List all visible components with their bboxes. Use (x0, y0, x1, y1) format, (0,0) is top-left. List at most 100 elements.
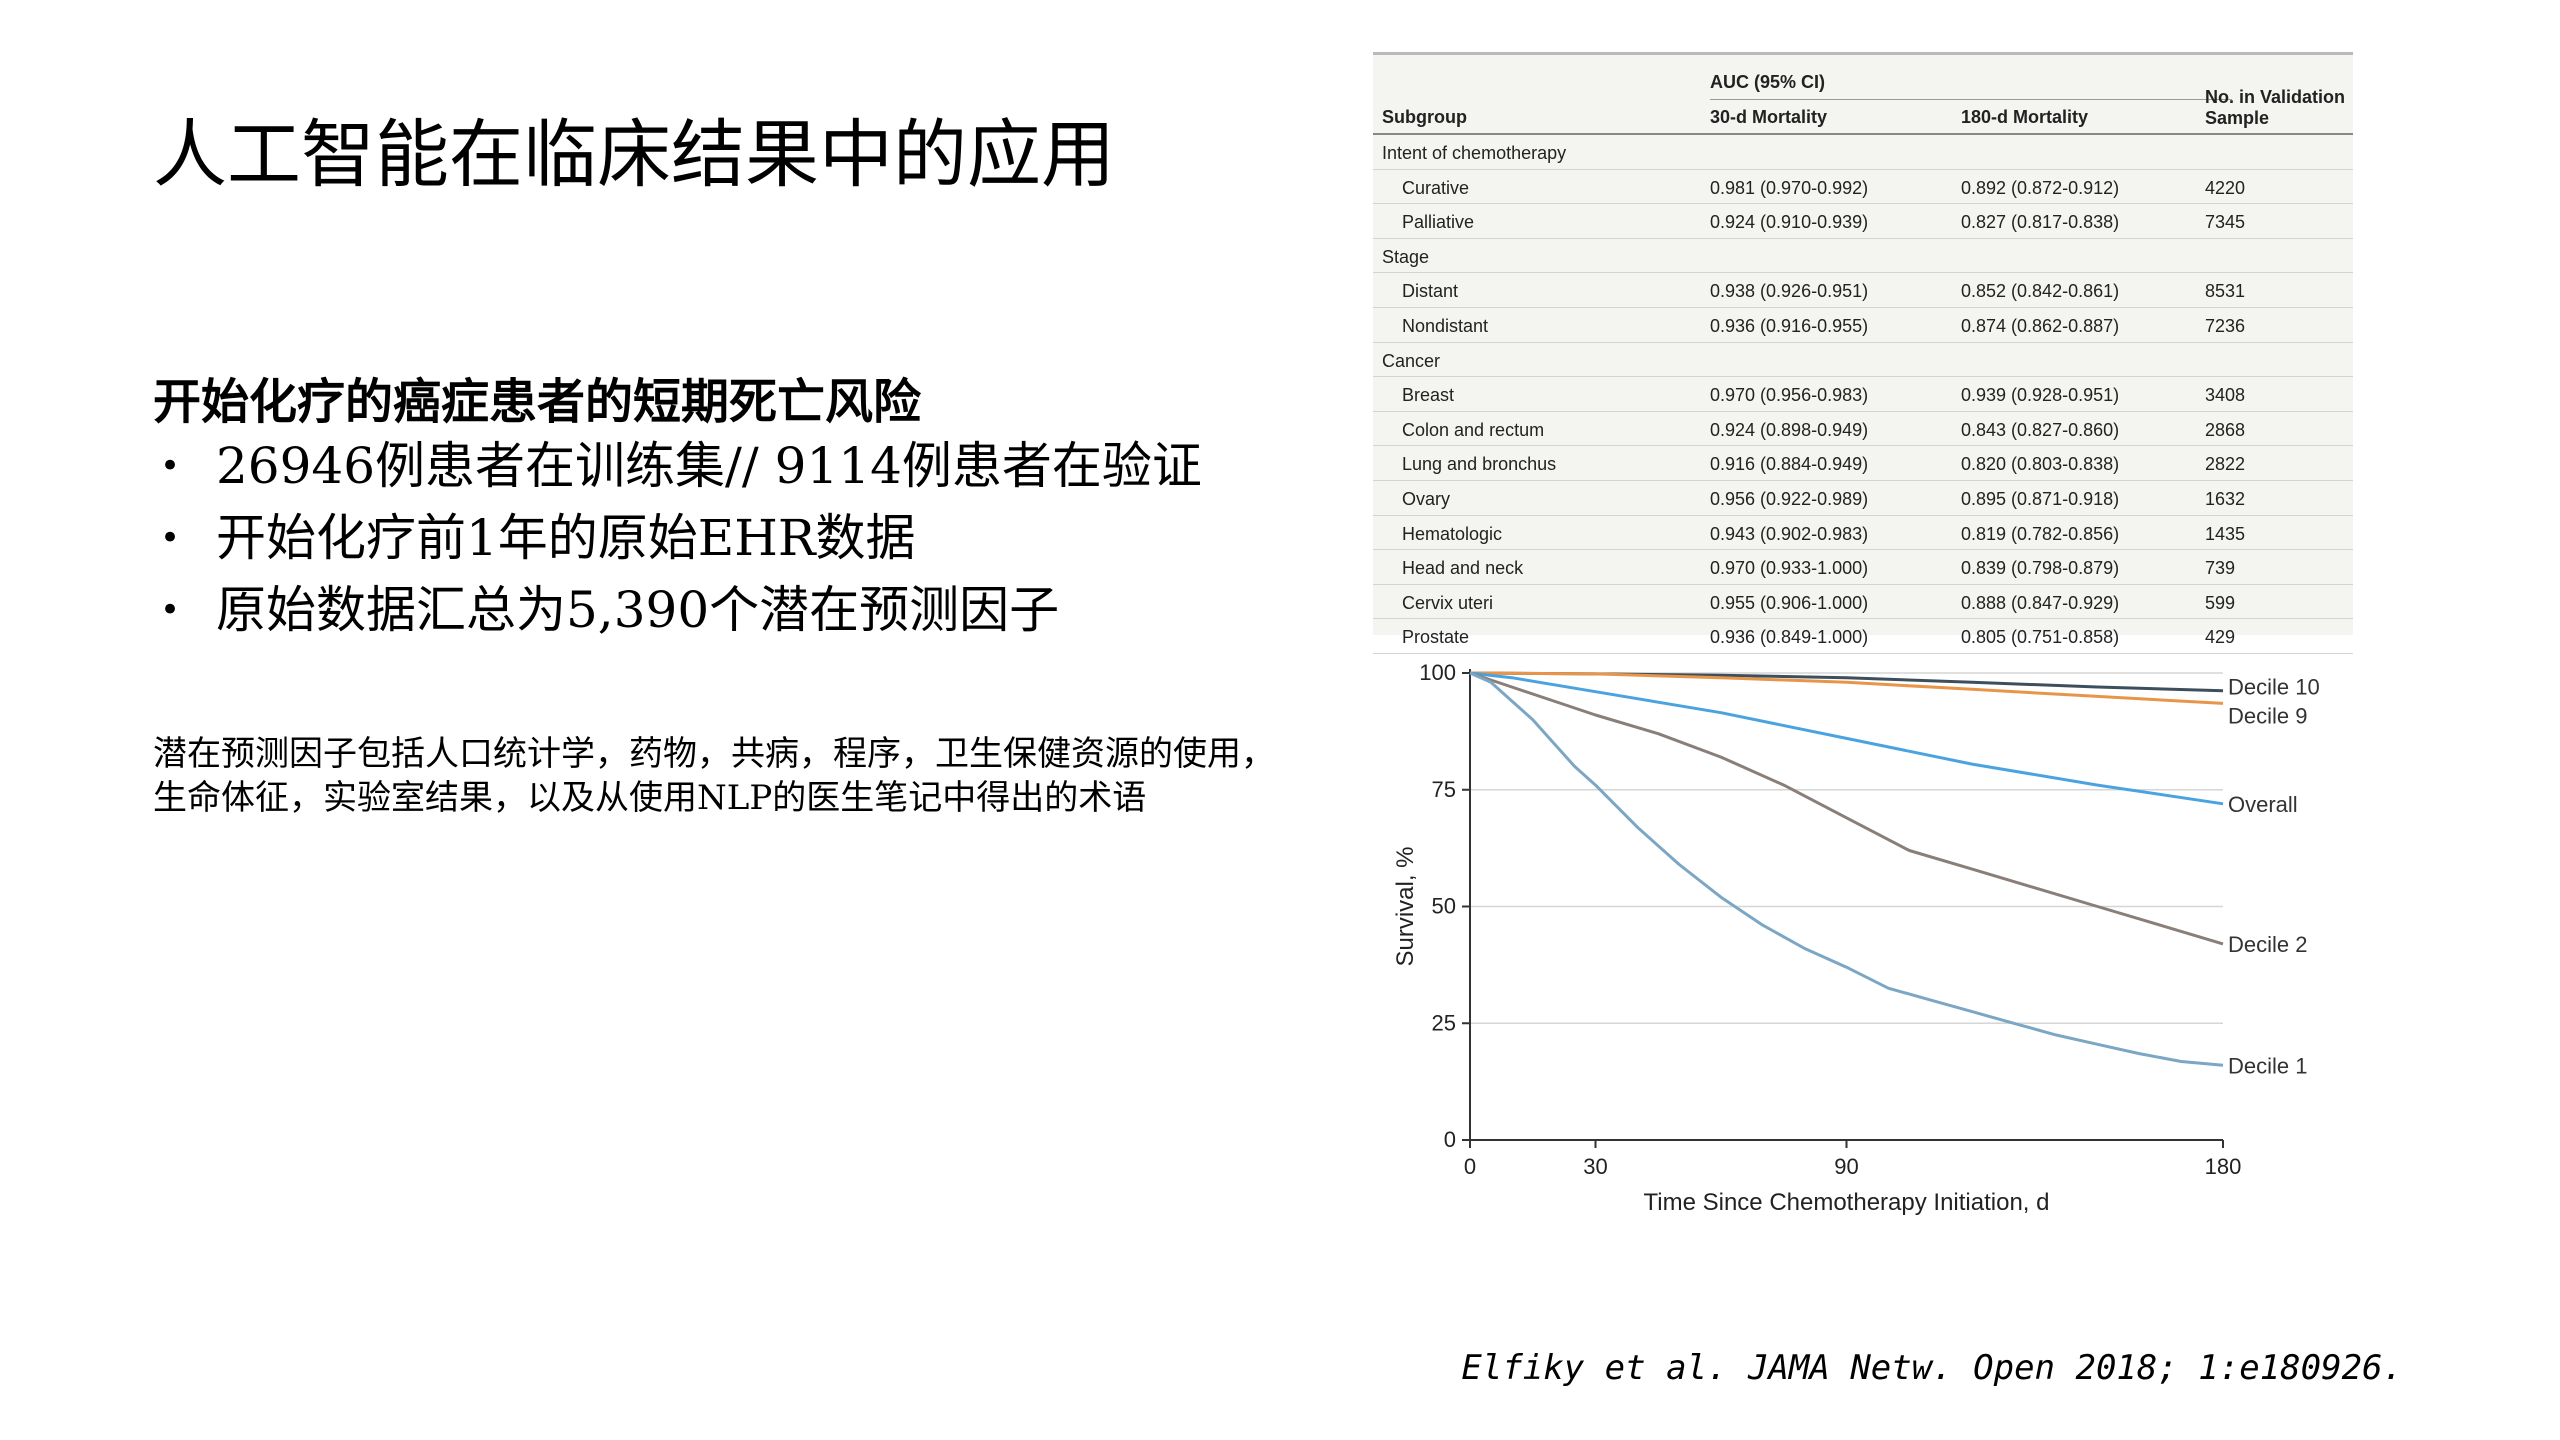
validation-count-cell: 3408 (2205, 385, 2246, 406)
table-category-row: Cancer (1373, 343, 2353, 378)
bullet-marker: • (160, 590, 181, 630)
slide-title: 人工智能在临床结果中的应用 (153, 112, 1115, 198)
auc-180d-cell: 0.888 (0.847-0.929) (1961, 592, 2120, 613)
validation-count-cell: 429 (2205, 627, 2236, 648)
y-axis-label: Survival, % (1392, 846, 1419, 966)
subgroup-cell: Palliative (1402, 212, 1475, 233)
x-axis-label: Time Since Chemotherapy Initiation, d (1644, 1189, 2050, 1216)
header-subgroup: Subgroup (1382, 107, 1467, 127)
auc-30d-cell: 0.936 (0.916-0.955) (1710, 315, 1869, 336)
auc-180d-cell: 0.892 (0.872-0.912) (1961, 177, 2120, 198)
auc-30d-cell: 0.970 (0.933-1.000) (1710, 558, 1869, 579)
y-tick-label: 25 (1432, 1010, 1456, 1035)
citation: Elfiky et al. JAMA Netw. Open 2018; 1:e1… (1461, 1348, 2403, 1388)
subgroup-cell: Prostate (1402, 627, 1470, 648)
bullet-item: • 26946例患者在训练集// 9114例患者在验证 (160, 430, 1202, 502)
slide-subheading: 开始化疗的癌症患者的短期死亡风险 (153, 374, 922, 430)
series-line-decile-2 (1469, 671, 2224, 946)
series-label: Decile 1 (2228, 1053, 2307, 1078)
auc-30d-cell: 0.924 (0.898-0.949) (1710, 419, 1869, 440)
auc-180d-cell: 0.939 (0.928-0.951) (1961, 385, 2120, 406)
auc-30d-cell: 0.916 (0.884-0.949) (1710, 454, 1869, 475)
table-row: Cervix uteri 0.955 (0.906-1.000) 0.888 (0.… (1373, 585, 2353, 620)
validation-count-cell: 4220 (2205, 177, 2246, 198)
auc-180d-cell: 0.843 (0.827-0.860) (1961, 419, 2120, 440)
group-header-rule (1710, 99, 2232, 100)
subgroup-cell: Breast (1402, 385, 1455, 406)
table-header: AUC (95% CI) Subgroup 30-d Mortality 180… (1373, 55, 2353, 135)
table-row: Hematologic 0.943 (0.902-0.983) 0.819 (0.7… (1373, 516, 2353, 551)
subgroup-cell: Colon and rectum (1402, 419, 1545, 440)
series-label: Decile 9 (2228, 703, 2307, 728)
series-label: Decile 2 (2228, 932, 2307, 957)
bullet-marker: • (160, 446, 181, 486)
bullet-marker: • (160, 518, 181, 558)
auc-180d-cell: 0.819 (0.782-0.856) (1961, 523, 2120, 544)
table-row: Nondistant 0.936 (0.916-0.955) 0.874 (0.86… (1373, 308, 2353, 343)
table-row: Lung and bronchus 0.916 (0.884-0.949) 0.82… (1373, 446, 2353, 481)
x-tick-label: 90 (1834, 1154, 1858, 1179)
auc-30d-cell: 0.938 (0.926-0.951) (1710, 281, 1869, 302)
series-line-decile-9 (1469, 671, 2224, 705)
auc-30d-cell: 0.981 (0.970-0.992) (1710, 177, 1869, 198)
header-validation-count: No. in Validation Sample (2205, 87, 2346, 128)
auc-group-header: AUC (95% CI) (1710, 72, 1826, 92)
table-category-row: Stage (1373, 239, 2353, 274)
header-180d-mortality: 180-d Mortality (1961, 107, 2089, 127)
auc-180d-cell: 0.895 (0.871-0.918) (1961, 488, 2120, 509)
subgroup-cell: Curative (1402, 177, 1470, 198)
validation-count-cell: 1435 (2205, 523, 2246, 544)
table-row: Head and neck 0.970 (0.933-1.000) 0.839 (0… (1373, 550, 2353, 585)
y-tick-label: 100 (1419, 660, 1456, 685)
y-tick-label: 75 (1432, 777, 1456, 802)
subgroup-cell: Nondistant (1402, 315, 1489, 336)
subgroup-cell: Cervix uteri (1402, 592, 1494, 613)
bullet-text: 原始数据汇总为5,390个潜在预测因子 (216, 581, 1060, 639)
x-tick-label: 0 (1464, 1154, 1476, 1179)
table-row: Curative 0.981 (0.970-0.992) 0.892 (0.872-… (1373, 170, 2353, 205)
survival-chart: 0 25 50 75 100 0 30 90 180 Time Since Chemotherap… (1392, 660, 2320, 1216)
category-label: Stage (1382, 246, 1430, 267)
predictor-note: 潜在预测因子包括人口统计学，药物，共病，程序，卫生保健资源的使用，生命体征，实验… (153, 734, 1275, 818)
bullet-item: • 原始数据汇总为5,390个潜在预测因子 (160, 574, 1202, 646)
validation-count-cell: 7345 (2205, 212, 2246, 233)
validation-count-cell: 739 (2205, 558, 2236, 579)
series-label: Overall (2228, 792, 2298, 817)
x-tick-label: 180 (2205, 1154, 2242, 1179)
table-row: Prostate 0.936 (0.849-1.000) 0.805 (0.751-… (1373, 619, 2353, 654)
auc-180d-cell: 0.852 (0.842-0.861) (1961, 281, 2120, 302)
auc-180d-cell: 0.839 (0.798-0.879) (1961, 558, 2120, 579)
validation-count-cell: 2868 (2205, 419, 2246, 440)
subgroup-cell: Lung and bronchus (1402, 454, 1557, 475)
y-tick-label: 50 (1432, 894, 1456, 919)
auc-30d-cell: 0.924 (0.910-0.939) (1710, 212, 1869, 233)
series-line-overall (1469, 671, 2224, 806)
validation-count-cell: 7236 (2205, 315, 2246, 336)
auc-180d-cell: 0.805 (0.751-0.858) (1961, 627, 2120, 648)
validation-count-cell: 599 (2205, 592, 2236, 613)
auc-180d-cell: 0.820 (0.803-0.838) (1961, 454, 2120, 475)
subgroup-cell: Distant (1402, 281, 1459, 302)
validation-count-cell: 1632 (2205, 488, 2246, 509)
auc-180d-cell: 0.874 (0.862-0.887) (1961, 315, 2120, 336)
table-row: Breast 0.970 (0.956-0.983) 0.939 (0.928-0.… (1373, 377, 2353, 412)
validation-count-cell: 2822 (2205, 454, 2246, 475)
table-body: Intent of chemotherapy Curative 0.981 (0.9… (1373, 135, 2353, 654)
auc-180d-cell: 0.827 (0.817-0.838) (1961, 212, 2120, 233)
header-30d-mortality: 30-d Mortality (1710, 107, 1828, 127)
x-tick-label: 30 (1583, 1154, 1607, 1179)
table-row: Colon and rectum 0.924 (0.898-0.949) 0.843… (1373, 412, 2353, 447)
category-label: Cancer (1382, 350, 1441, 371)
auc-30d-cell: 0.956 (0.922-0.989) (1710, 488, 1869, 509)
subgroup-cell: Ovary (1402, 488, 1451, 509)
auc-30d-cell: 0.955 (0.906-1.000) (1710, 592, 1869, 613)
auc-30d-cell: 0.943 (0.902-0.983) (1710, 523, 1869, 544)
table-category-row: Intent of chemotherapy (1373, 135, 2353, 170)
bullet-list: • 26946例患者在训练集// 9114例患者在验证 • 开始化疗前1年的原始EH… (160, 430, 1202, 646)
bullet-text: 26946例患者在训练集// 9114例患者在验证 (216, 437, 1202, 495)
auc-30d-cell: 0.936 (0.849-1.000) (1710, 627, 1869, 648)
series-line-decile-1 (1469, 671, 2224, 1067)
series-label: Decile 10 (2228, 675, 2320, 700)
table-row: Palliative 0.924 (0.910-0.939) 0.827 (0.81… (1373, 204, 2353, 239)
bullet-item: • 开始化疗前1年的原始EHR数据 (160, 502, 1202, 574)
